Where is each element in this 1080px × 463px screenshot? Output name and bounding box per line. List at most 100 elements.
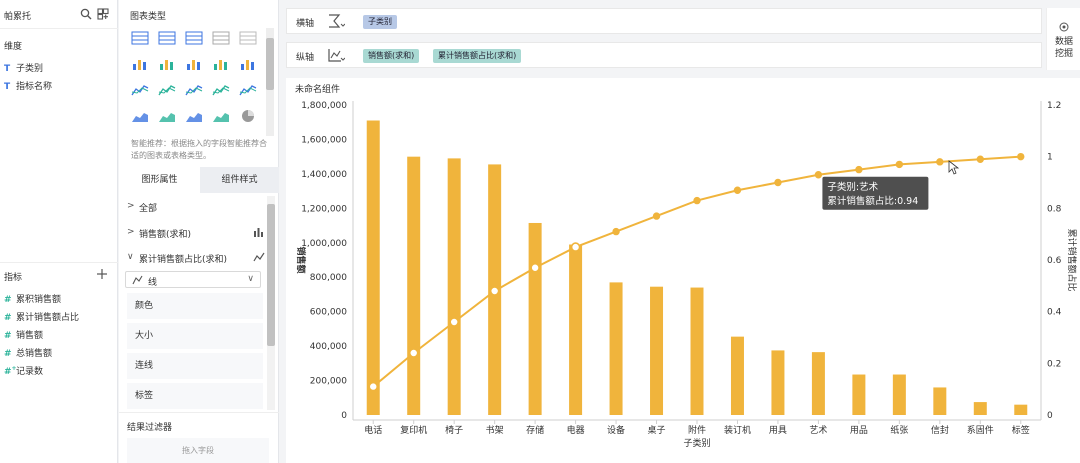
bar [1014, 404, 1028, 415]
bar [933, 387, 947, 415]
x-tick-label: 复印机 [400, 424, 427, 436]
line-point [976, 155, 984, 163]
line-point [733, 186, 742, 194]
property-label[interactable]: 标签 [127, 383, 263, 409]
layout-icon[interactable] [97, 8, 109, 20]
property-size[interactable]: 大小 [127, 323, 263, 349]
bar [690, 287, 704, 415]
bar [366, 120, 380, 415]
chart-type-scrollbar[interactable] [266, 28, 274, 136]
x-tick-label: 标签 [1012, 424, 1030, 436]
mark-type-select[interactable]: 线 ∨ [125, 271, 261, 288]
y-tick-label: 1,800,000 [301, 101, 347, 111]
y-tick-label: 1,600,000 [301, 135, 347, 145]
axis-sort-icon[interactable] [327, 47, 345, 63]
line-point [652, 212, 661, 220]
dimension-field-subcategory[interactable]: T 子类别 [4, 64, 44, 74]
y2-tick-label: 1.2 [1047, 101, 1061, 111]
chart-type-option-icon[interactable] [212, 30, 230, 46]
chart-component: 0 200,000 400,000 600,000 800,000 1,000,000 1,… [286, 78, 1080, 463]
line-point [449, 317, 459, 327]
property-row-sales[interactable]: > 销售额(求和) [125, 227, 265, 243]
result-filter-label: 结果过滤器 [127, 423, 173, 433]
chart-type-option-icon[interactable] [131, 108, 149, 124]
x-tick-label: 用具 [769, 425, 787, 436]
measure-field[interactable]: # 累积销售额 [4, 295, 62, 305]
chart-type-option-icon[interactable] [158, 30, 176, 46]
x-tick-label: 纸张 [890, 424, 908, 436]
pareto-chart: 0 200,000 400,000 600,000 800,000 1,000,000 1,… [295, 101, 1078, 449]
filter-drop-zone[interactable]: 拖入字段 [127, 438, 269, 463]
scrollbar-thumb[interactable] [266, 38, 274, 90]
chart-type-option-icon[interactable] [158, 108, 176, 124]
chart-type-option-icon[interactable] [131, 82, 149, 98]
chart-type-option-icon[interactable] [158, 56, 176, 72]
property-row-cum-ratio[interactable]: ∨ 累计销售额占比(求和) [125, 252, 265, 268]
dimension-field-metric-name[interactable]: T 指标名称 [4, 82, 53, 92]
tab-graphic-properties[interactable]: 图形属性 [119, 167, 200, 193]
properties-scrollbar[interactable] [267, 196, 275, 410]
chart-type-option-icon[interactable] [239, 56, 257, 72]
chart-type-option-icon[interactable] [239, 108, 257, 124]
property-row-all[interactable]: > 全部 [127, 201, 158, 214]
y-tick-label: 200,000 [310, 377, 347, 387]
bar-chart-icon [254, 228, 263, 237]
scrollbar-thumb[interactable] [267, 204, 275, 346]
dataset-title: 帕累托 [4, 12, 32, 22]
measure-field[interactable]: # 累计销售额占比 [4, 313, 80, 323]
property-tabs: 图形属性 组件样式 [119, 167, 279, 193]
chart-type-option-icon[interactable] [185, 56, 203, 72]
y2-tick-label: 0 [1047, 411, 1053, 421]
x-tick-label: 设备 [607, 424, 625, 436]
measure-field[interactable]: #+记录数 [4, 365, 44, 377]
chart-type-option-icon[interactable] [185, 82, 203, 98]
axis-sort-icon[interactable] [327, 13, 345, 29]
add-icon[interactable] [96, 268, 108, 280]
tooltip [822, 176, 929, 210]
search-icon[interactable] [80, 8, 92, 20]
smart-recommend-hint: 智能推荐：根据拖入的字段智能推荐合适的图表或表格类型。 [131, 139, 267, 160]
tab-component-style[interactable]: 组件样式 [200, 167, 279, 193]
chart-type-option-icon[interactable] [212, 56, 230, 72]
y-axis-shelf[interactable]: 纵轴 销售额(求和) 累计销售额占比(求和) [286, 42, 1042, 68]
property-connect-line[interactable]: 连线 [127, 353, 263, 379]
chart-type-option-icon[interactable] [131, 56, 149, 72]
chart-type-option-icon[interactable] [185, 30, 203, 46]
line-point [489, 286, 500, 296]
chart-type-option-icon[interactable] [212, 108, 230, 124]
y-tick-label: 400,000 [310, 342, 347, 352]
x-tick-label: 书架 [486, 425, 504, 436]
measure-field[interactable]: # 销售额 [4, 331, 44, 341]
y2-tick-label: 0.2 [1047, 359, 1061, 369]
line-point [774, 178, 782, 187]
property-color[interactable]: 颜色 [127, 293, 263, 319]
y2-tick-label: 0.6 [1047, 256, 1062, 266]
chart-type-option-icon[interactable] [131, 30, 149, 46]
x-tick-label: 存储 [526, 424, 544, 436]
line-point [936, 158, 944, 166]
data-panel: 帕累托 维度 T 子类别 T 指标名称 指标 # 累积销售额 # 累计销售额占比 # 销售… [0, 0, 118, 463]
line-point [408, 348, 419, 358]
bar [528, 222, 542, 415]
x-axis-title: 子类别 [683, 437, 710, 449]
chart-type-option-icon[interactable] [239, 30, 257, 46]
chart-type-option-icon[interactable] [158, 82, 176, 98]
y-field-pill[interactable]: 累计销售额占比(求和) [433, 49, 522, 63]
y-field-pill[interactable]: 销售额(求和) [363, 49, 420, 63]
bar [407, 156, 421, 415]
x-tick-label: 桌子 [648, 424, 666, 436]
bar [650, 286, 664, 415]
y-axis-label: 纵轴 [296, 53, 315, 63]
x-tick-label: 电器 [567, 424, 585, 436]
x-tick-label: 系固件 [967, 424, 994, 436]
x-axis-shelf[interactable]: 横轴 子类别 [286, 8, 1042, 34]
measure-field[interactable]: # 总销售额 [4, 349, 53, 359]
bar [771, 350, 785, 415]
data-mining-button[interactable]: 数据 挖掘 [1046, 8, 1080, 70]
chevron-down-icon: ∨ [247, 274, 254, 284]
chart-type-option-icon[interactable] [212, 82, 230, 98]
x-field-pill[interactable]: 子类别 [363, 15, 397, 29]
cursor-icon [948, 160, 960, 175]
chart-type-option-icon[interactable] [239, 82, 257, 98]
chart-type-option-icon[interactable] [185, 108, 203, 124]
